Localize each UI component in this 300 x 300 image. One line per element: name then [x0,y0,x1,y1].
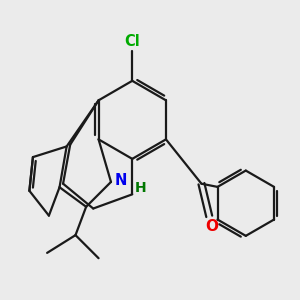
Text: Cl: Cl [124,34,140,49]
Text: O: O [206,220,219,235]
Text: H: H [134,181,146,195]
Text: N: N [115,173,127,188]
